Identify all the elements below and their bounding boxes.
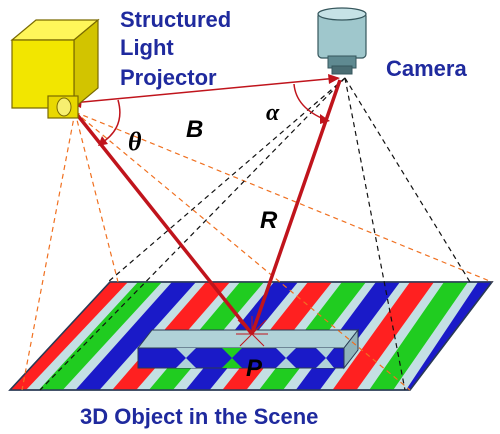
baseline-arrow-right — [328, 74, 340, 84]
camera-icon — [317, 7, 367, 75]
projector-icon — [10, 18, 100, 119]
camera-field-of-view — [39, 77, 471, 391]
scene-caption: 3D Object in the Scene — [80, 404, 318, 429]
camera-label: Camera — [386, 56, 467, 81]
point-burst — [236, 316, 268, 347]
alpha-arc — [293, 83, 327, 121]
theta-label: θ — [128, 127, 142, 156]
stripe — [38, 282, 162, 390]
stripe — [75, 282, 196, 390]
object-block — [136, 328, 360, 370]
projector-field-of-view — [21, 111, 493, 391]
alpha-arrow — [320, 114, 330, 124]
point-label: P — [246, 355, 263, 382]
baseline-label: B — [186, 116, 203, 143]
baseline-line — [71, 77, 339, 104]
projector-ray — [73, 110, 254, 336]
projector-label-line3: Projector — [120, 65, 217, 90]
projector-label-line2: Light — [120, 35, 174, 60]
projector-label-line1: Structured — [120, 7, 231, 32]
theta-arrow — [98, 136, 108, 146]
stripe — [369, 282, 468, 390]
stripe — [332, 282, 434, 390]
alpha-label: α — [266, 100, 280, 126]
range-label: R — [260, 207, 278, 234]
